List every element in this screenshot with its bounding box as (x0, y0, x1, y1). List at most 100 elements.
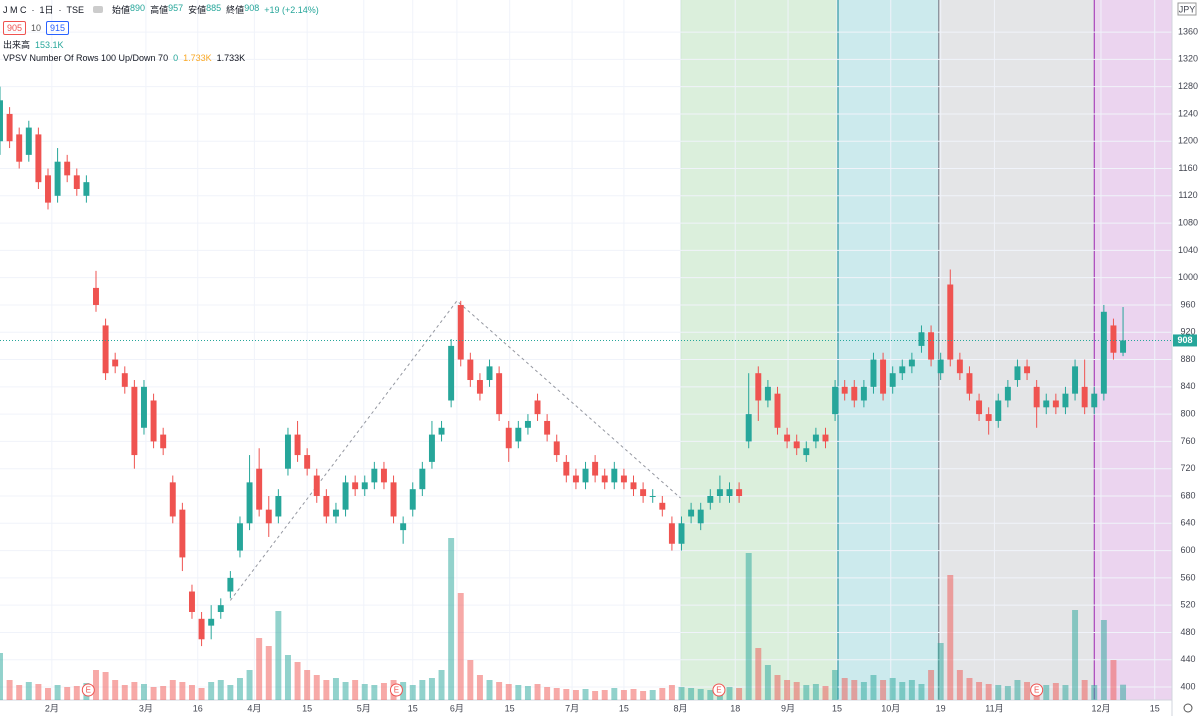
volume-bar (918, 684, 925, 700)
volume-bar (227, 685, 234, 700)
candle-body (553, 441, 560, 456)
candle-body (294, 434, 301, 456)
volume-bar (1024, 682, 1031, 700)
ohlc-value: 885 (206, 3, 222, 13)
y-tick-label: 520 (1180, 600, 1195, 610)
volume-bar (1004, 686, 1011, 700)
candle-body (928, 332, 935, 360)
vpsv-region (938, 0, 1095, 700)
volume-bar (966, 678, 973, 700)
volume-bar (342, 682, 349, 700)
currency-box[interactable] (1177, 2, 1197, 16)
volume-bar (188, 685, 195, 700)
ohlc-value: 957 (168, 3, 184, 13)
earnings-marker[interactable] (389, 683, 403, 697)
volume-bar (995, 685, 1002, 700)
ask[interactable]: 915 (46, 21, 70, 35)
volume-bar (668, 685, 675, 700)
eye-icon[interactable] (93, 6, 104, 13)
volume-bar (179, 682, 186, 700)
candle-body (1091, 393, 1098, 408)
y-tick-label: 440 (1180, 654, 1195, 664)
ohlc-label: 高値 (150, 5, 169, 15)
volume-bar (1014, 680, 1021, 700)
volume-bar (832, 670, 839, 700)
candle-body (0, 100, 3, 142)
candle-body (1100, 311, 1107, 394)
volume-bar (160, 686, 167, 700)
bid[interactable]: 905 (3, 21, 27, 35)
volume-bar (457, 593, 464, 700)
volume-bar (169, 680, 176, 700)
earnings-label: E (86, 686, 91, 695)
ohlc-label: 安値 (188, 5, 207, 15)
settings-icon[interactable] (1183, 703, 1193, 713)
candle-body (428, 434, 435, 462)
volume-bar (544, 687, 551, 700)
candle-body (640, 489, 647, 497)
volume-bar (1081, 680, 1088, 700)
ohlc-value: 908 (244, 3, 260, 13)
y-tick-label: 920 (1180, 327, 1195, 337)
earnings-marker[interactable] (1030, 683, 1044, 697)
earnings-marker[interactable] (712, 683, 726, 697)
y-tick-label: 880 (1180, 354, 1195, 364)
candle-body (889, 373, 896, 387)
change: +19 (+2.14%) (264, 4, 319, 15)
candle-body (265, 509, 272, 524)
volume-value: 153.1K (35, 39, 64, 50)
volume-bar (928, 670, 935, 700)
candle-body (1062, 393, 1069, 408)
indicator-value: 1.733K (216, 53, 246, 63)
volume-bar (812, 684, 819, 700)
candle-body (16, 134, 23, 162)
candle-body (131, 386, 138, 456)
candle-body (803, 448, 810, 456)
volume-bar (198, 688, 205, 700)
candle-body (390, 482, 397, 517)
candle-body (822, 434, 829, 442)
earnings-marker[interactable] (81, 683, 95, 697)
candle-body (956, 359, 963, 374)
volume-bar (553, 688, 560, 700)
candle-body (601, 475, 608, 483)
vpsv-region (680, 0, 838, 700)
candle-body (1024, 366, 1031, 374)
x-tick-label: 5月 (357, 703, 371, 713)
legend-row: J M C · 1日 · TSE 始値 890 高値 957 安値 885 終値 908 +19 … (3, 3, 319, 16)
candle-body (592, 461, 599, 476)
volume-bar (515, 685, 522, 700)
volume-bar (352, 680, 359, 700)
candle-body (793, 441, 800, 449)
volume-bar (774, 675, 781, 700)
candle-body (179, 509, 186, 558)
candle-body (476, 380, 483, 394)
candle-body (611, 468, 618, 483)
volume-bar (592, 691, 599, 700)
volume-bar (620, 690, 627, 700)
y-tick-label: 480 (1180, 627, 1195, 637)
volume-bar (563, 689, 570, 700)
ohlc: 始値 890 高値 957 安値 885 終値 908 (112, 3, 259, 16)
x-tick-label: 12月 (1091, 703, 1110, 713)
volume-bar (630, 689, 637, 700)
y-tick-label: 1360 (1178, 26, 1198, 36)
volume-bar (64, 687, 71, 700)
y-tick-label: 760 (1180, 436, 1195, 446)
volume-bar (524, 686, 531, 700)
candle-body (486, 366, 493, 381)
candle-body (668, 523, 675, 544)
volume-bar (208, 682, 215, 700)
volume-bar (851, 680, 858, 700)
volume-bar (6, 680, 13, 700)
x-tick-label: 2月 (45, 703, 59, 713)
candle-body (25, 127, 32, 155)
volume-bar (323, 680, 330, 700)
interval[interactable]: 1日 (39, 5, 54, 15)
volume-bar (572, 690, 579, 700)
volume-label: 出来高 (3, 40, 31, 50)
x-tick-label: 8月 (674, 703, 688, 713)
volume-bar (889, 678, 896, 700)
volume-bar (1052, 683, 1059, 700)
